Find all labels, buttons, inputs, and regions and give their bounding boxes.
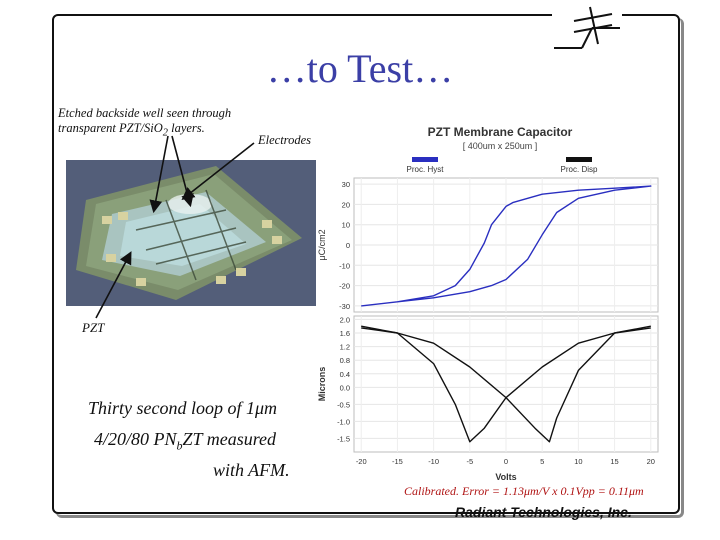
bottom_panel-y-tick-label: -1.0 bbox=[337, 417, 350, 426]
top_panel-y-tick-label: -20 bbox=[339, 282, 350, 291]
legend-label-disp: Proc. Disp bbox=[561, 165, 598, 174]
top_panel-series-line-0 bbox=[361, 185, 652, 307]
slide-frame-shadow bbox=[56, 18, 684, 518]
pzt-note: PZT bbox=[82, 320, 105, 335]
chart-subtitle: [ 400um x 250um ] bbox=[463, 141, 538, 151]
x-tick-label: -20 bbox=[356, 457, 367, 466]
x-tick-label: 20 bbox=[647, 457, 655, 466]
etched-note-line2a: transparent PZT/SiO bbox=[58, 121, 163, 135]
bottom_panel-y-tick-label: 0.4 bbox=[340, 370, 350, 379]
pzt-arrow bbox=[95, 251, 132, 319]
capacitor-logo bbox=[552, 4, 622, 52]
x-tick-label: -15 bbox=[392, 457, 403, 466]
description-line-2b: ZT measured bbox=[182, 429, 277, 449]
x-axis-label: Volts bbox=[495, 472, 516, 482]
bottom_panel-y-tick-label: -0.5 bbox=[337, 400, 350, 409]
top-panel-ylabel: μC/cm2 bbox=[317, 229, 327, 260]
bottom_panel-y-tick-label: -1.5 bbox=[337, 434, 350, 443]
bottom_panel-y-tick-label: 0.8 bbox=[340, 356, 350, 365]
x-tick-label: -5 bbox=[466, 457, 473, 466]
legend-label-hyst: Proc. Hyst bbox=[407, 165, 445, 174]
etched-arrow-1 bbox=[149, 135, 169, 214]
top_panel-y-tick-label: 10 bbox=[342, 221, 350, 230]
top_panel-y-tick-label: -10 bbox=[339, 261, 350, 270]
etched-arrow-2 bbox=[171, 135, 194, 208]
bottom_panel-y-tick-label: 1.6 bbox=[340, 329, 350, 338]
bottom-panel-ylabel: Microns bbox=[317, 367, 327, 402]
bottom_panel-y-tick-label: 2.0 bbox=[340, 315, 350, 324]
x-tick-label: 0 bbox=[504, 457, 508, 466]
etched-note-subscript: 2 bbox=[162, 127, 168, 139]
x-tick-label: 5 bbox=[540, 457, 544, 466]
etched-note-line2b: layers. bbox=[167, 121, 205, 135]
top_panel-y-tick-label: 0 bbox=[346, 241, 350, 250]
top_panel-y-tick-label: -30 bbox=[339, 302, 350, 311]
bottom_panel-y-tick-label: 1.2 bbox=[340, 343, 350, 352]
calibration-note: Calibrated. Error = 1.13μm/V x 0.1Vpp = … bbox=[404, 484, 644, 498]
description-line-2a: 4/20/80 PN bbox=[94, 429, 177, 449]
x-tick-label: -10 bbox=[428, 457, 439, 466]
description-line-2: 4/20/80 PNbZT measured bbox=[94, 424, 276, 462]
bottom_panel-y-tick-label: 0.0 bbox=[340, 383, 350, 392]
x-tick-label: 15 bbox=[610, 457, 618, 466]
slide-title: …to Test… bbox=[266, 46, 454, 91]
electrodes-note: Electrodes bbox=[258, 133, 311, 147]
chart-title: PZT Membrane Capacitor bbox=[428, 125, 573, 139]
etched-note-line1: Etched backside well seen through bbox=[58, 106, 232, 120]
pzt-chip-photo bbox=[66, 160, 316, 306]
legend-swatch-disp bbox=[566, 157, 592, 162]
x-tick-label: 10 bbox=[574, 457, 582, 466]
top_panel-y-tick-label: 30 bbox=[342, 180, 350, 189]
slide-frame bbox=[52, 14, 680, 514]
description-line-3: with AFM. bbox=[213, 460, 290, 480]
bottom_panel-series-line-0 bbox=[361, 325, 651, 443]
description-line-1: Thirty second loop of 1μm bbox=[88, 398, 278, 418]
company-name: Radiant Technologies, Inc. bbox=[455, 504, 632, 520]
pzt-membrane-chart: PZT Membrane Capacitor [ 400um x 250um ]… bbox=[316, 118, 668, 484]
top_panel-y-tick-label: 20 bbox=[342, 200, 350, 209]
etched-well-note: Etched backside well seen through transp… bbox=[58, 106, 268, 141]
description-subscript: b bbox=[176, 438, 183, 453]
legend-swatch-hyst bbox=[412, 157, 438, 162]
bottom_panel-series-line-1 bbox=[361, 325, 651, 443]
electrodes-arrow bbox=[181, 142, 255, 200]
